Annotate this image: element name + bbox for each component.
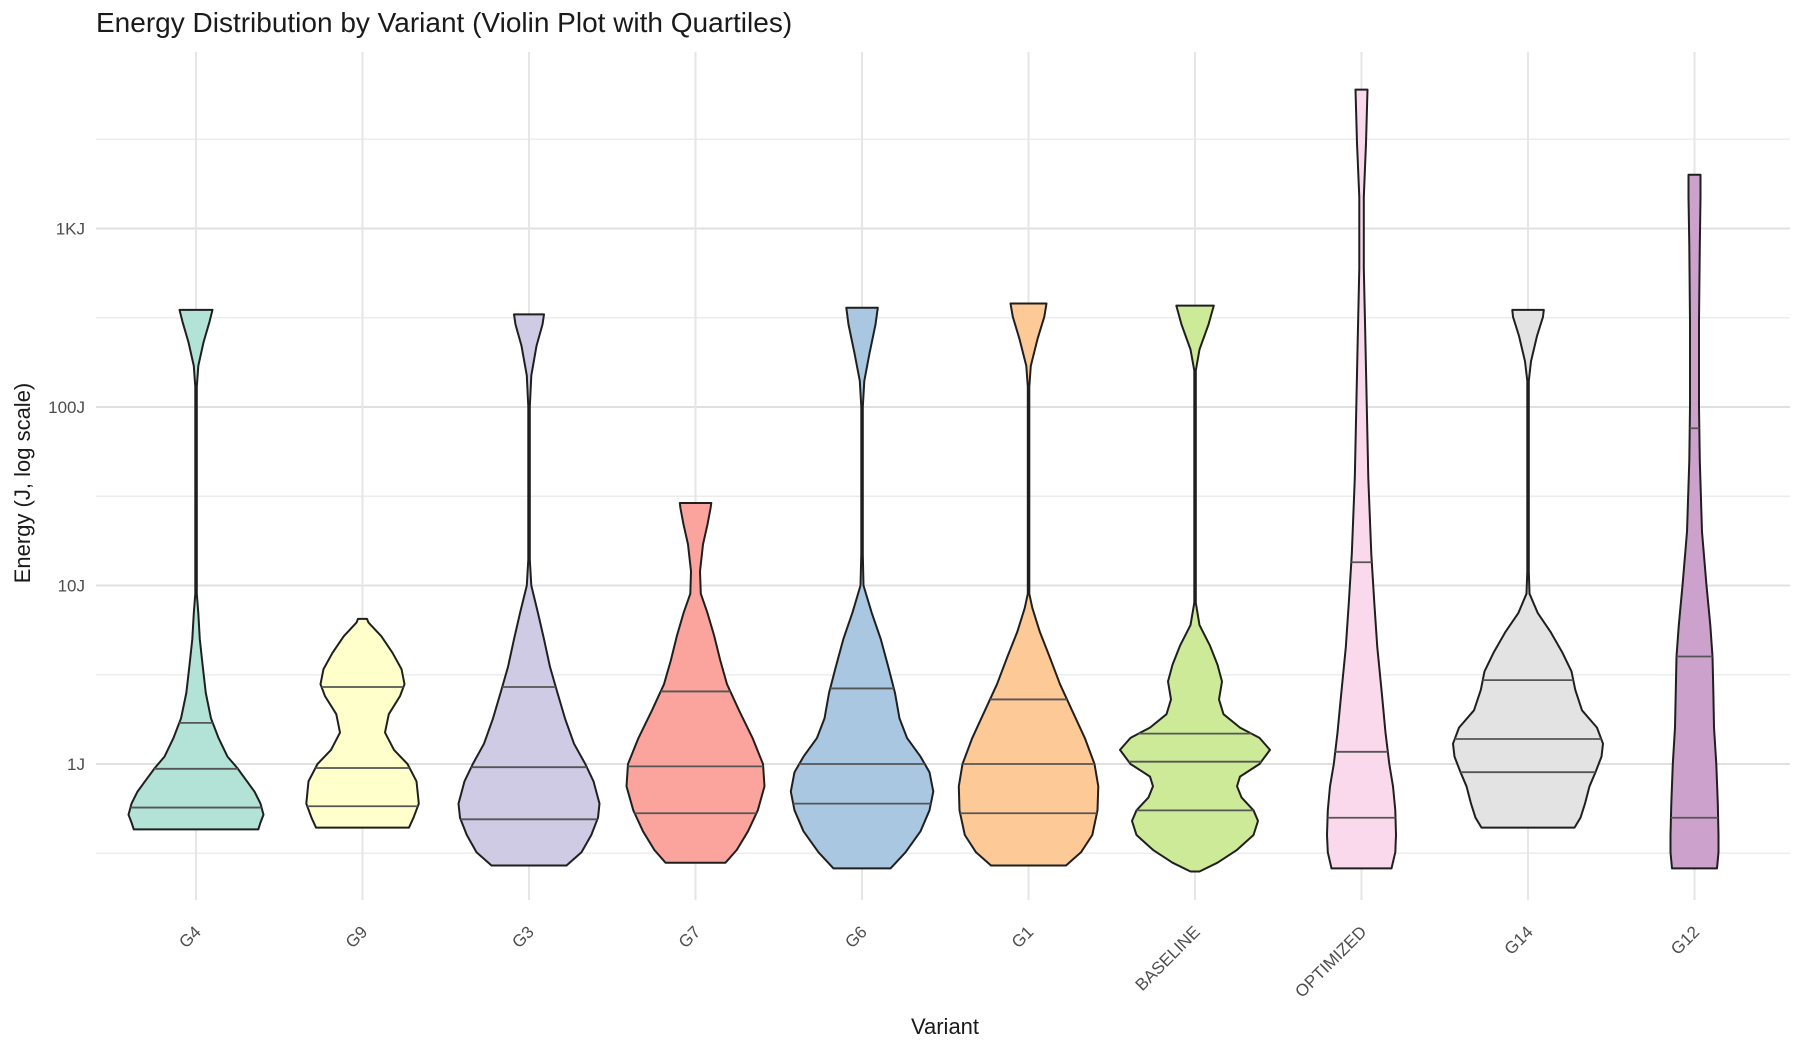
x-tick-label: G3	[508, 922, 537, 951]
violin-body	[457, 313, 601, 867]
violins-layer	[127, 88, 1720, 873]
x-tick-label: G6	[841, 922, 870, 951]
y-axis-title: Energy (J, log scale)	[10, 383, 35, 584]
violin-g3	[457, 313, 601, 867]
violin-g4	[127, 308, 265, 831]
x-tick-label: G1	[1008, 922, 1037, 951]
violin-body	[1326, 88, 1397, 870]
violin-body	[625, 502, 766, 864]
violin-g14	[1452, 308, 1604, 829]
violin-baseline	[1119, 304, 1271, 873]
violin-body	[305, 617, 420, 829]
violin-g12	[1669, 173, 1720, 870]
violin-body	[1119, 304, 1271, 873]
y-tick-label: 100J	[48, 398, 85, 417]
violin-optimized	[1326, 88, 1397, 870]
violin-body	[789, 306, 935, 870]
x-tick-label: BASELINE	[1132, 922, 1204, 994]
x-tick-labels: G4 G9 G3 G7 G6 G1 BASELINE OPTIMIZED G14 G12	[175, 922, 1703, 1001]
violin-body	[127, 308, 265, 831]
violin-body	[957, 302, 1100, 867]
x-tick-label: G12	[1667, 922, 1703, 958]
violin-body	[1452, 308, 1604, 829]
chart-title: Energy Distribution by Variant (Violin P…	[96, 7, 793, 38]
y-tick-label: 10J	[58, 577, 85, 596]
violin-body	[1669, 173, 1720, 870]
violin-g9	[305, 617, 420, 829]
x-tick-label: G14	[1501, 922, 1537, 958]
violin-g1	[957, 302, 1100, 867]
x-tick-label: G7	[675, 922, 704, 951]
x-tick-label: G9	[342, 922, 371, 951]
y-tick-label: 1KJ	[56, 220, 85, 239]
violin-g7	[625, 502, 766, 864]
violin-g6	[789, 306, 935, 870]
x-tick-label: G4	[175, 922, 204, 951]
x-tick-label: OPTIMIZED	[1291, 922, 1370, 1001]
y-tick-label: 1J	[67, 755, 85, 774]
x-axis-title: Variant	[911, 1014, 979, 1039]
y-tick-labels: 1J 10J 100J 1KJ	[48, 220, 85, 775]
